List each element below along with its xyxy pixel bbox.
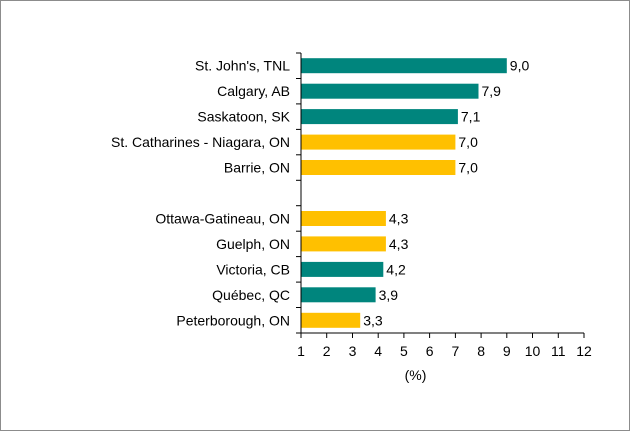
bar: [301, 109, 458, 125]
category-label: Victoria, CB: [216, 261, 290, 277]
bar: [301, 83, 479, 99]
x-tick-label: 3: [349, 343, 357, 359]
bar: [301, 211, 386, 226]
category-label: St. Catharines - Niagara, ON: [111, 134, 290, 150]
data-label: 4,2: [386, 261, 406, 277]
x-tick-label: 6: [426, 343, 434, 359]
x-tick-label: 5: [400, 343, 408, 359]
data-label: 7,1: [461, 109, 481, 125]
category-label: Ottawa-Gatineau, ON: [155, 211, 290, 227]
category-label: Saskatoon, SK: [197, 109, 290, 125]
x-tick-label: 8: [477, 343, 485, 359]
bar: [301, 58, 507, 74]
x-axis-ticks: 1 2 3 4 5 6 7 8 9 10 11 12: [296, 52, 592, 359]
x-tick-label: 9: [503, 343, 511, 359]
data-label: 9,0: [510, 58, 530, 74]
bar: [301, 236, 386, 252]
x-axis-title: (%): [405, 367, 427, 383]
data-label: 4,3: [389, 211, 409, 227]
data-label: 3,9: [379, 287, 399, 303]
data-label: 7,0: [458, 160, 478, 176]
x-tick-label: 12: [576, 343, 592, 359]
bar: [301, 261, 384, 277]
x-tick-label: 7: [452, 343, 460, 359]
bar: [301, 287, 376, 303]
category-labels: St. John's, TNL Calgary, AB Saskatoon, SK S…: [111, 58, 291, 329]
value-labels: 9,0 7,97,1 7,0 7,0 4,3 4,3 4,2 3,9 3,3: [363, 58, 529, 329]
bar: [301, 312, 361, 328]
bar: [301, 160, 456, 175]
category-label: Peterborough, ON: [176, 312, 290, 328]
category-label: Calgary, AB: [217, 83, 290, 99]
data-label: 3,3: [363, 312, 383, 328]
category-label: Barrie, ON: [224, 160, 290, 176]
category-label: Québec, QC: [212, 287, 290, 303]
bar: [301, 134, 456, 150]
x-tick-label: 4: [374, 343, 382, 359]
data-label: 4,3: [389, 236, 409, 252]
bar-group: [301, 58, 507, 328]
category-label: Guelph, ON: [216, 236, 290, 252]
category-label: St. John's, TNL: [195, 58, 290, 74]
data-label: 7,0: [458, 134, 478, 150]
x-tick-label: 1: [297, 343, 305, 359]
x-tick-label: 11: [551, 343, 566, 359]
x-tick-label: 2: [323, 343, 331, 359]
data-label: 7,9: [482, 83, 502, 99]
x-tick-label: 10: [525, 343, 541, 359]
